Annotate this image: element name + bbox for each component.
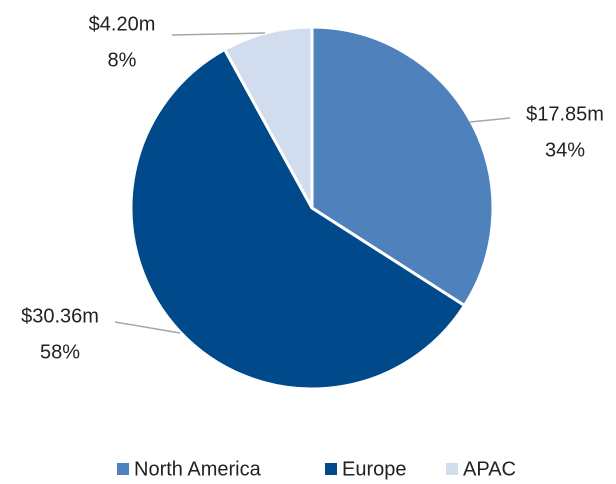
percent-label: 34%	[545, 139, 585, 161]
leader-line	[469, 117, 511, 123]
pie-slice	[222, 25, 314, 209]
percent-label: 58%	[40, 341, 80, 363]
percent-label: 8%	[108, 49, 137, 71]
leader-line	[171, 32, 266, 36]
legend-label: Europe	[342, 458, 407, 480]
data-label: $4.20m	[89, 13, 156, 35]
data-label: $30.36m	[21, 305, 99, 327]
legend-swatch	[117, 463, 129, 475]
legend-label: APAC	[463, 458, 516, 480]
legend-label: North America	[134, 458, 262, 480]
legend-swatch	[325, 463, 337, 475]
leader-line	[114, 321, 181, 334]
pie-slice	[129, 47, 467, 391]
data-label: $17.85m	[526, 103, 604, 125]
legend-swatch	[446, 463, 458, 475]
